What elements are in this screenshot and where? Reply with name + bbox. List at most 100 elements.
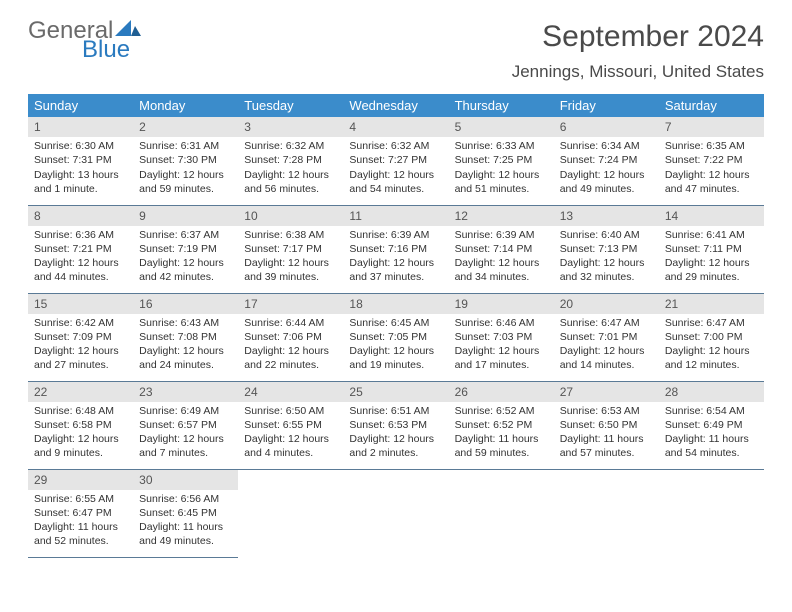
day-number: 4 bbox=[343, 117, 448, 137]
calendar-body: 1Sunrise: 6:30 AMSunset: 7:31 PMDaylight… bbox=[28, 117, 764, 557]
sunrise-line: Sunrise: 6:56 AM bbox=[139, 492, 232, 506]
sunrise-line: Sunrise: 6:33 AM bbox=[455, 139, 548, 153]
sunset-line: Sunset: 7:21 PM bbox=[34, 242, 127, 256]
day-body: Sunrise: 6:51 AMSunset: 6:53 PMDaylight:… bbox=[343, 402, 448, 465]
sunrise-line: Sunrise: 6:50 AM bbox=[244, 404, 337, 418]
daylight-line: Daylight: 11 hours and 54 minutes. bbox=[665, 432, 758, 460]
daylight-line: Daylight: 12 hours and 27 minutes. bbox=[34, 344, 127, 372]
sunrise-line: Sunrise: 6:47 AM bbox=[665, 316, 758, 330]
day-body: Sunrise: 6:44 AMSunset: 7:06 PMDaylight:… bbox=[238, 314, 343, 377]
logo: General Blue bbox=[28, 20, 141, 62]
sunset-line: Sunset: 6:58 PM bbox=[34, 418, 127, 432]
day-body: Sunrise: 6:36 AMSunset: 7:21 PMDaylight:… bbox=[28, 226, 133, 289]
day-body: Sunrise: 6:45 AMSunset: 7:05 PMDaylight:… bbox=[343, 314, 448, 377]
daylight-line: Daylight: 12 hours and 14 minutes. bbox=[560, 344, 653, 372]
calendar-cell: 16Sunrise: 6:43 AMSunset: 7:08 PMDayligh… bbox=[133, 293, 238, 381]
day-number: 21 bbox=[659, 294, 764, 314]
calendar-week-row: 29Sunrise: 6:55 AMSunset: 6:47 PMDayligh… bbox=[28, 469, 764, 557]
day-body: Sunrise: 6:40 AMSunset: 7:13 PMDaylight:… bbox=[554, 226, 659, 289]
weekday-header-row: Sunday Monday Tuesday Wednesday Thursday… bbox=[28, 94, 764, 117]
daylight-line: Daylight: 12 hours and 51 minutes. bbox=[455, 168, 548, 196]
day-number: 16 bbox=[133, 294, 238, 314]
daylight-line: Daylight: 12 hours and 37 minutes. bbox=[349, 256, 442, 284]
sunrise-line: Sunrise: 6:42 AM bbox=[34, 316, 127, 330]
sunset-line: Sunset: 6:53 PM bbox=[349, 418, 442, 432]
daylight-line: Daylight: 12 hours and 34 minutes. bbox=[455, 256, 548, 284]
day-number: 10 bbox=[238, 206, 343, 226]
calendar-cell: 15Sunrise: 6:42 AMSunset: 7:09 PMDayligh… bbox=[28, 293, 133, 381]
sunrise-line: Sunrise: 6:32 AM bbox=[244, 139, 337, 153]
daylight-line: Daylight: 12 hours and 56 minutes. bbox=[244, 168, 337, 196]
title-block: September 2024 Jennings, Missouri, Unite… bbox=[512, 20, 764, 82]
sunset-line: Sunset: 7:16 PM bbox=[349, 242, 442, 256]
calendar-cell: 23Sunrise: 6:49 AMSunset: 6:57 PMDayligh… bbox=[133, 381, 238, 469]
calendar-week-row: 1Sunrise: 6:30 AMSunset: 7:31 PMDaylight… bbox=[28, 117, 764, 205]
sunrise-line: Sunrise: 6:54 AM bbox=[665, 404, 758, 418]
day-number: 22 bbox=[28, 382, 133, 402]
sunset-line: Sunset: 7:01 PM bbox=[560, 330, 653, 344]
day-body: Sunrise: 6:39 AMSunset: 7:14 PMDaylight:… bbox=[449, 226, 554, 289]
day-number: 18 bbox=[343, 294, 448, 314]
day-number: 25 bbox=[343, 382, 448, 402]
calendar-cell: 5Sunrise: 6:33 AMSunset: 7:25 PMDaylight… bbox=[449, 117, 554, 205]
day-body: Sunrise: 6:49 AMSunset: 6:57 PMDaylight:… bbox=[133, 402, 238, 465]
day-body: Sunrise: 6:39 AMSunset: 7:16 PMDaylight:… bbox=[343, 226, 448, 289]
sunset-line: Sunset: 6:55 PM bbox=[244, 418, 337, 432]
sunset-line: Sunset: 6:50 PM bbox=[560, 418, 653, 432]
sunrise-line: Sunrise: 6:31 AM bbox=[139, 139, 232, 153]
weekday-header: Saturday bbox=[659, 94, 764, 117]
calendar-cell: 11Sunrise: 6:39 AMSunset: 7:16 PMDayligh… bbox=[343, 205, 448, 293]
sunset-line: Sunset: 7:17 PM bbox=[244, 242, 337, 256]
daylight-line: Daylight: 12 hours and 47 minutes. bbox=[665, 168, 758, 196]
daylight-line: Daylight: 12 hours and 4 minutes. bbox=[244, 432, 337, 460]
calendar-week-row: 8Sunrise: 6:36 AMSunset: 7:21 PMDaylight… bbox=[28, 205, 764, 293]
day-number: 3 bbox=[238, 117, 343, 137]
sunset-line: Sunset: 7:25 PM bbox=[455, 153, 548, 167]
sunset-line: Sunset: 7:11 PM bbox=[665, 242, 758, 256]
day-body: Sunrise: 6:50 AMSunset: 6:55 PMDaylight:… bbox=[238, 402, 343, 465]
sunrise-line: Sunrise: 6:39 AM bbox=[349, 228, 442, 242]
sunset-line: Sunset: 7:03 PM bbox=[455, 330, 548, 344]
day-body: Sunrise: 6:32 AMSunset: 7:28 PMDaylight:… bbox=[238, 137, 343, 200]
daylight-line: Daylight: 12 hours and 19 minutes. bbox=[349, 344, 442, 372]
calendar-cell: 12Sunrise: 6:39 AMSunset: 7:14 PMDayligh… bbox=[449, 205, 554, 293]
calendar-cell: 10Sunrise: 6:38 AMSunset: 7:17 PMDayligh… bbox=[238, 205, 343, 293]
sunset-line: Sunset: 6:47 PM bbox=[34, 506, 127, 520]
calendar-cell bbox=[343, 469, 448, 557]
daylight-line: Daylight: 12 hours and 24 minutes. bbox=[139, 344, 232, 372]
day-body: Sunrise: 6:42 AMSunset: 7:09 PMDaylight:… bbox=[28, 314, 133, 377]
calendar-page: General Blue September 2024 Jennings, Mi… bbox=[0, 0, 792, 578]
day-number: 13 bbox=[554, 206, 659, 226]
daylight-line: Daylight: 12 hours and 7 minutes. bbox=[139, 432, 232, 460]
sunset-line: Sunset: 7:09 PM bbox=[34, 330, 127, 344]
calendar-cell: 8Sunrise: 6:36 AMSunset: 7:21 PMDaylight… bbox=[28, 205, 133, 293]
day-number: 17 bbox=[238, 294, 343, 314]
sunrise-line: Sunrise: 6:48 AM bbox=[34, 404, 127, 418]
sunrise-line: Sunrise: 6:41 AM bbox=[665, 228, 758, 242]
day-number: 23 bbox=[133, 382, 238, 402]
sunset-line: Sunset: 6:57 PM bbox=[139, 418, 232, 432]
day-body: Sunrise: 6:41 AMSunset: 7:11 PMDaylight:… bbox=[659, 226, 764, 289]
calendar-cell: 20Sunrise: 6:47 AMSunset: 7:01 PMDayligh… bbox=[554, 293, 659, 381]
day-number: 8 bbox=[28, 206, 133, 226]
calendar-cell: 19Sunrise: 6:46 AMSunset: 7:03 PMDayligh… bbox=[449, 293, 554, 381]
calendar-week-row: 22 Sunrise: 6:48 AMSunset: 6:58 PM Dayligh… bbox=[28, 381, 764, 469]
day-body: Sunrise: 6:53 AMSunset: 6:50 PMDaylight:… bbox=[554, 402, 659, 465]
calendar-cell: 4Sunrise: 6:32 AMSunset: 7:27 PMDaylight… bbox=[343, 117, 448, 205]
weekday-header: Monday bbox=[133, 94, 238, 117]
day-body: Sunrise: 6:32 AMSunset: 7:27 PMDaylight:… bbox=[343, 137, 448, 200]
daylight-line: Daylight: 12 hours and 2 minutes. bbox=[349, 432, 442, 460]
daylight-line: Daylight: 12 hours and 59 minutes. bbox=[139, 168, 232, 196]
sunset-line: Sunset: 7:05 PM bbox=[349, 330, 442, 344]
calendar-cell: 3Sunrise: 6:32 AMSunset: 7:28 PMDaylight… bbox=[238, 117, 343, 205]
day-body: Sunrise: 6:38 AMSunset: 7:17 PMDaylight:… bbox=[238, 226, 343, 289]
sunrise-line: Sunrise: 6:49 AM bbox=[139, 404, 232, 418]
daylight-line: Daylight: 11 hours and 59 minutes. bbox=[455, 432, 548, 460]
day-number: 27 bbox=[554, 382, 659, 402]
calendar-cell bbox=[238, 469, 343, 557]
daylight-line: Daylight: 12 hours and 22 minutes. bbox=[244, 344, 337, 372]
sunset-line: Sunset: 6:52 PM bbox=[455, 418, 548, 432]
calendar-cell: 25Sunrise: 6:51 AMSunset: 6:53 PMDayligh… bbox=[343, 381, 448, 469]
sunrise-line: Sunrise: 6:39 AM bbox=[455, 228, 548, 242]
calendar-cell: 1Sunrise: 6:30 AMSunset: 7:31 PMDaylight… bbox=[28, 117, 133, 205]
